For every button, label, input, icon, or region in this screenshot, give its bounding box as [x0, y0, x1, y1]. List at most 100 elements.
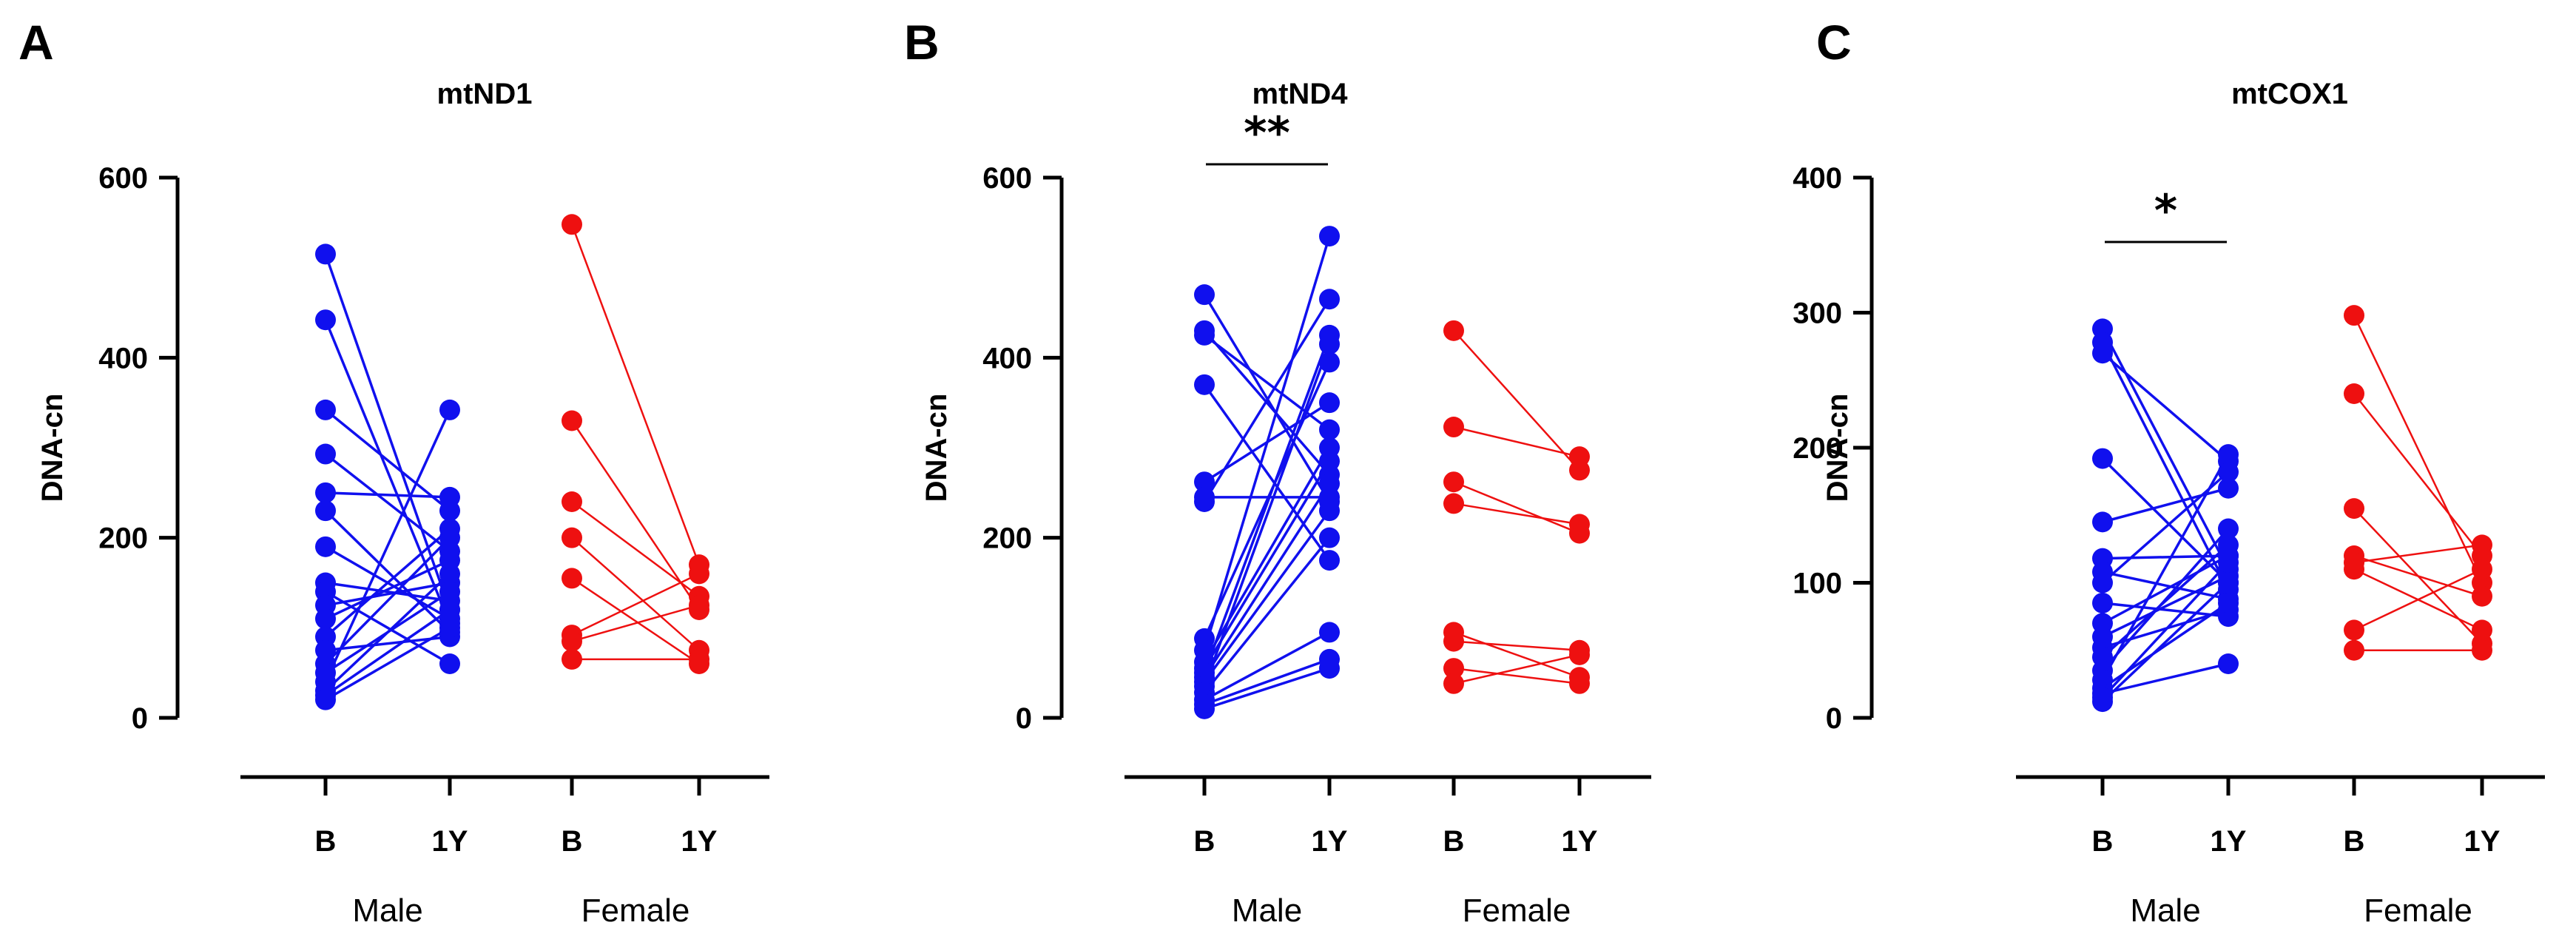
pair-line — [1203, 334, 1331, 673]
group-label: Male — [352, 892, 422, 928]
pair-line — [2102, 571, 2229, 601]
data-point-1y — [439, 599, 460, 620]
pair-line — [2353, 554, 2483, 597]
y-axis-label: DNA-cn — [36, 394, 69, 502]
pair-line — [324, 537, 451, 665]
data-point-1y — [2218, 592, 2239, 613]
series-male — [1194, 226, 1340, 719]
pair-line — [325, 581, 451, 607]
data-point-1y — [2218, 572, 2239, 594]
x-tick-label: B — [1443, 825, 1465, 858]
data-point-1y — [439, 653, 460, 674]
pair-line — [325, 581, 451, 602]
y-tick-label: 300 — [1793, 297, 1842, 330]
y-tick-label: 400 — [982, 342, 1032, 374]
data-point-1y — [1319, 392, 1340, 414]
data-point-baseline — [315, 243, 336, 265]
series-female — [562, 214, 709, 674]
data-point-1y — [2472, 559, 2492, 580]
pair-line — [324, 509, 451, 633]
x-tick-label: 1Y — [2464, 825, 2501, 858]
data-point-baseline — [315, 500, 336, 522]
pair-line — [571, 577, 700, 665]
pair-line — [2102, 662, 2229, 695]
pair-line — [324, 528, 451, 638]
pair-line — [325, 591, 451, 665]
data-point-baseline — [315, 309, 336, 331]
pair-line — [325, 608, 451, 697]
pair-line — [325, 559, 451, 620]
pair-line — [324, 453, 451, 553]
x-tick-label: 1Y — [432, 825, 468, 858]
chart-title: mtND1 — [437, 78, 533, 110]
data-point-1y — [1319, 658, 1340, 679]
data-point-baseline — [315, 399, 336, 420]
x-tick-label: 1Y — [2211, 825, 2247, 858]
data-point-1y — [689, 648, 709, 670]
pair-line — [2101, 454, 2230, 681]
pair-line — [1203, 298, 1331, 502]
data-point-baseline — [562, 527, 582, 548]
pair-line — [1453, 481, 1580, 534]
pair-line — [324, 253, 451, 611]
pair-line — [2101, 352, 2230, 463]
data-point-baseline — [315, 536, 336, 557]
pair-line — [1203, 483, 1331, 679]
data-point-1y — [1319, 226, 1340, 247]
data-point-baseline — [562, 631, 582, 652]
pair-line — [571, 573, 700, 636]
data-point-baseline — [2092, 592, 2113, 613]
data-point-baseline — [2344, 639, 2364, 661]
data-point-baseline — [1443, 673, 1464, 694]
data-point-baseline — [315, 608, 336, 630]
data-point-baseline — [562, 214, 582, 235]
group-label: Female — [2364, 892, 2472, 928]
pair-line — [570, 223, 701, 565]
pair-line — [1203, 343, 1331, 687]
data-point-1y — [1319, 352, 1340, 373]
data-point-1y — [2218, 653, 2239, 674]
pair-line — [1204, 667, 1330, 710]
pair-line — [1203, 383, 1331, 562]
data-point-baseline — [315, 443, 336, 465]
data-point-1y — [2218, 552, 2239, 574]
data-point-1y — [1319, 451, 1340, 472]
pair-line — [571, 500, 700, 597]
data-point-baseline — [1443, 417, 1464, 438]
data-point-baseline — [2344, 383, 2364, 404]
data-point-baseline — [2092, 448, 2113, 469]
pair-line — [2101, 528, 2230, 672]
data-point-1y — [2472, 534, 2492, 556]
panel-letter: C — [1816, 15, 1852, 70]
data-point-1y — [2472, 639, 2492, 661]
data-point-1y — [439, 581, 460, 602]
data-point-baseline — [2092, 511, 2113, 533]
group-label: Male — [1232, 892, 1302, 928]
pair-line — [1204, 658, 1330, 706]
data-point-baseline — [1443, 471, 1464, 493]
y-tick-label: 0 — [132, 702, 148, 735]
data-point-baseline — [1194, 698, 1215, 719]
data-point-1y — [439, 527, 460, 548]
data-point-baseline — [1194, 491, 1215, 512]
data-point-1y — [2472, 585, 2492, 607]
data-point-1y — [1319, 289, 1340, 310]
data-point-1y — [1319, 550, 1340, 571]
group-label: Male — [2130, 892, 2200, 928]
data-point-1y — [2218, 444, 2239, 465]
pair-line — [2101, 328, 2230, 571]
pair-line — [325, 491, 451, 499]
pair-line — [1453, 631, 1580, 679]
x-tick-label: B — [2344, 825, 2365, 858]
y-tick-label: 400 — [98, 342, 148, 374]
data-point-baseline — [1194, 284, 1215, 306]
y-tick-label: 400 — [1793, 162, 1842, 195]
data-point-1y — [1569, 514, 1590, 535]
data-point-1y — [1319, 622, 1340, 643]
pair-line — [1453, 667, 1580, 685]
data-point-1y — [1569, 644, 1590, 665]
x-tick-label: 1Y — [1562, 825, 1598, 858]
data-point-1y — [689, 563, 709, 585]
data-point-baseline — [2344, 305, 2364, 326]
